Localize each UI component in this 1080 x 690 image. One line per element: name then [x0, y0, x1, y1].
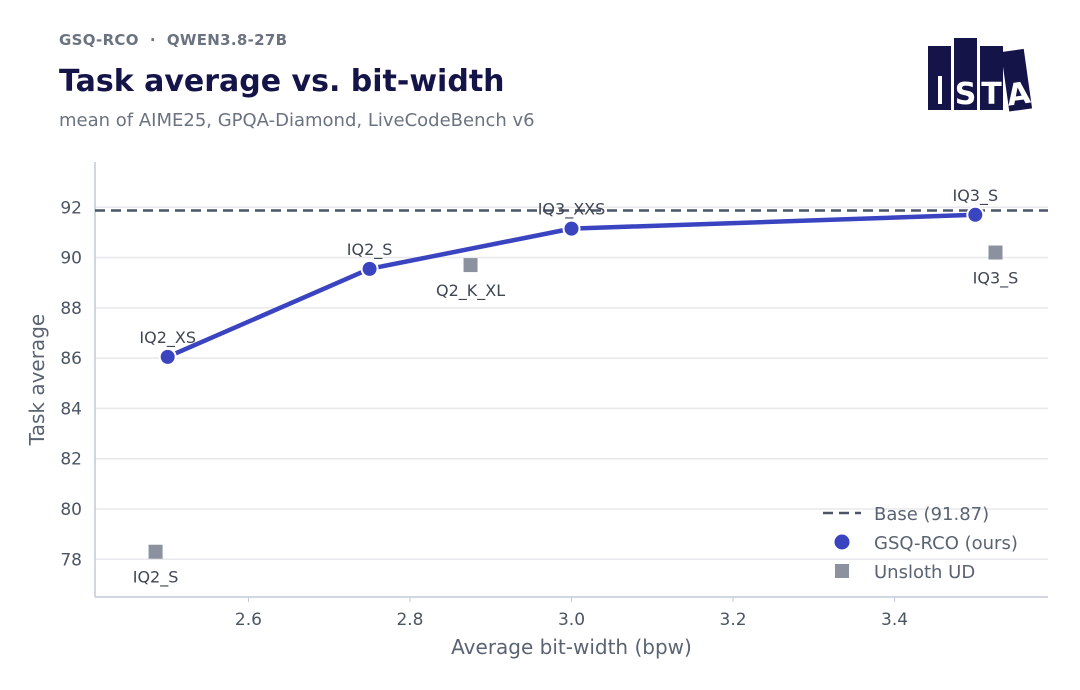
series-line-gsq — [166, 212, 976, 359]
svg-text:A: A — [1005, 76, 1034, 114]
point-label: Q2_K_XL — [436, 281, 505, 301]
point-label: IQ3_S — [952, 186, 998, 206]
ista-logo: S T A — [928, 38, 1034, 114]
point-label: IQ2_XS — [139, 328, 196, 348]
chart-subtitle: mean of AIME25, GPQA-Diamond, LiveCodeBe… — [59, 110, 535, 131]
data-point-unsloth — [148, 544, 163, 559]
y-tick-label: 84 — [60, 399, 82, 419]
x-axis-title: Average bit-width (bpw) — [451, 635, 692, 659]
y-tick-label: 82 — [60, 450, 82, 470]
chart-eyebrow: GSQ-RCO · QWEN3.8-27B — [59, 31, 288, 49]
logo-book-s: S — [954, 38, 977, 112]
point-labels: IQ2_XS IQ2_S IQ3_XXS IQ3_S IQ2_S Q2_K_XL IQ3_S — [133, 186, 1019, 588]
data-point-gsq — [562, 219, 581, 238]
data-point-gsq — [966, 205, 985, 224]
point-label: IQ3_S — [973, 269, 1019, 289]
series — [148, 205, 1003, 559]
logo-book-i — [928, 46, 951, 110]
x-tick-label: 3.2 — [720, 610, 747, 630]
legend-label-gsq: GSQ-RCO (ours) — [874, 533, 1018, 554]
x-tick-label: 2.8 — [396, 610, 423, 630]
point-label: IQ2_S — [133, 568, 179, 588]
logo-book-a: A — [1000, 48, 1034, 114]
svg-text:T: T — [981, 77, 1002, 112]
y-tick-label: 80 — [60, 500, 82, 520]
chart-title: Task average vs. bit-width — [59, 64, 505, 99]
x-tick-label: 3.0 — [558, 610, 585, 630]
ticks: 78 80 82 84 86 88 90 92 2.6 2.8 3.0 3.2 3.4 — [60, 198, 908, 630]
y-tick-label: 92 — [60, 198, 82, 218]
legend-label-baseline: Base (91.87) — [874, 504, 989, 525]
point-label: IQ2_S — [347, 240, 393, 260]
legend-label-unsloth: Unsloth UD — [874, 562, 975, 583]
y-tick-label: 86 — [60, 349, 82, 369]
legend-marker-unsloth — [835, 564, 849, 578]
data-point-unsloth — [988, 245, 1003, 260]
grid — [95, 206, 1048, 561]
data-point-gsq — [158, 347, 177, 366]
x-tick-label: 3.4 — [881, 610, 908, 630]
y-tick-label: 78 — [60, 550, 82, 570]
svg-text:S: S — [955, 77, 977, 112]
y-tick-label: 88 — [60, 299, 82, 319]
data-point-unsloth — [463, 258, 478, 273]
y-axis-title: Task average — [25, 314, 49, 446]
y-tick-label: 90 — [60, 249, 82, 269]
legend-marker-gsq — [834, 534, 850, 550]
legend: Base (91.87) GSQ-RCO (ours) Unsloth UD — [823, 504, 1018, 583]
data-point-gsq — [360, 259, 379, 278]
logo-book-t: T — [980, 46, 1003, 112]
point-label: IQ3_XXS — [538, 200, 606, 220]
x-tick-label: 2.6 — [235, 610, 262, 630]
